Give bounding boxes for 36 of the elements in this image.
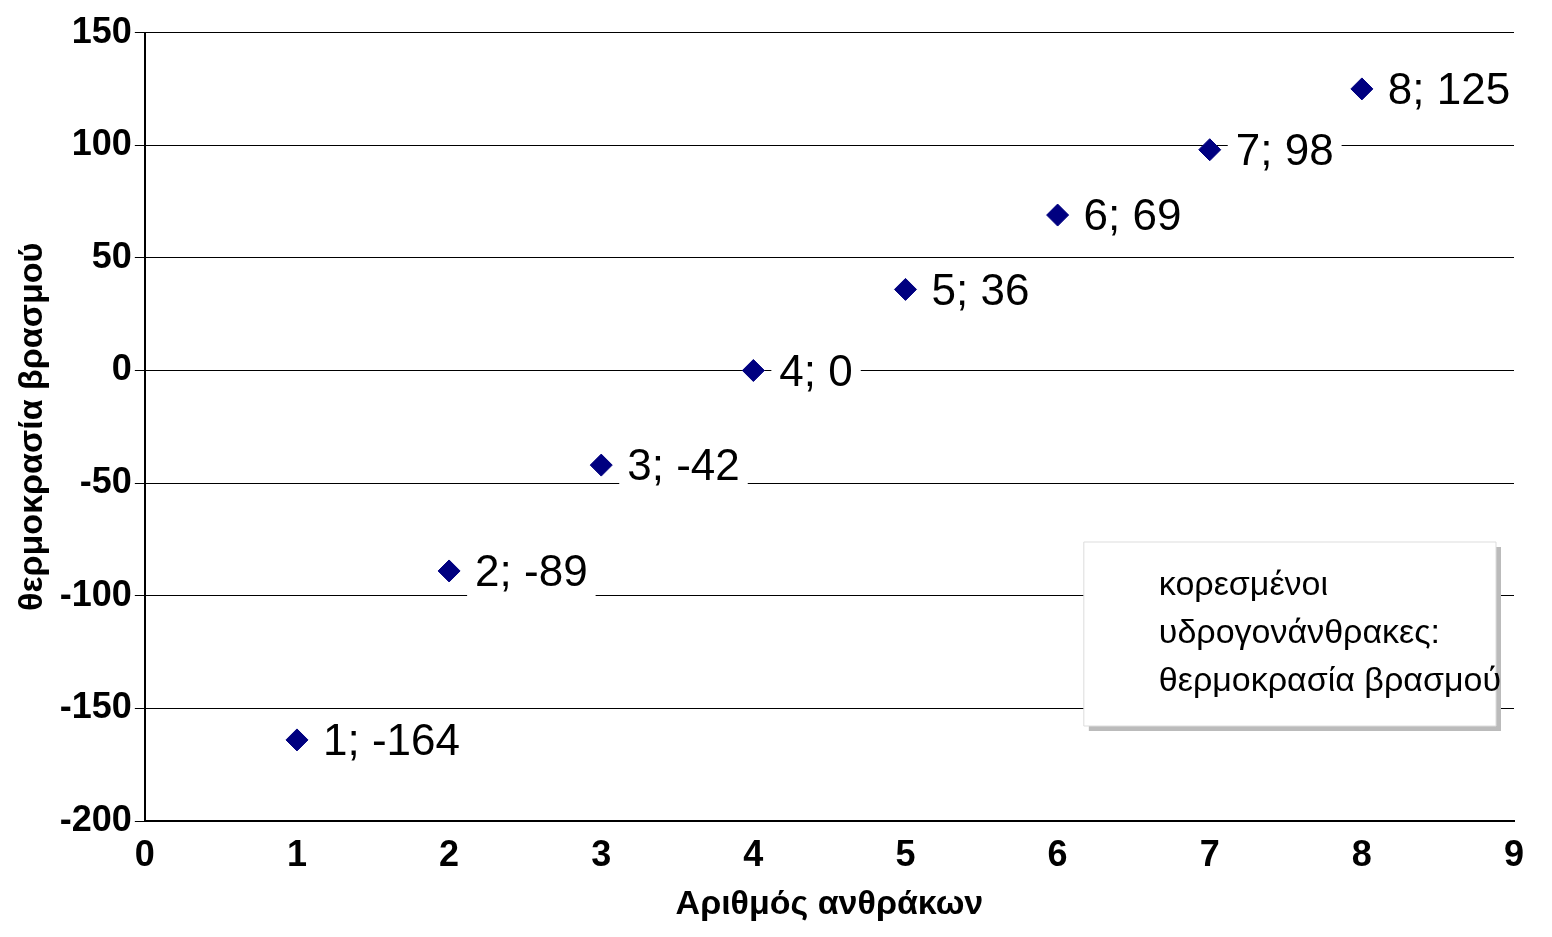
x-axis-title: Αριθμός ανθράκων [675, 882, 984, 921]
x-tick-label: 9 [1503, 832, 1525, 874]
y-tick-label: 50 [91, 234, 132, 276]
x-tick-label: 5 [895, 832, 916, 874]
data-label: 8; 125 [1387, 64, 1511, 114]
data-label: 7; 98 [1235, 124, 1334, 174]
point [741, 358, 765, 382]
data-label: 5; 36 [931, 264, 1030, 314]
x-tick-label: 6 [1047, 832, 1068, 874]
x-tick-label: 4 [743, 832, 764, 874]
point [589, 453, 613, 477]
x-tick-label: 1 [286, 832, 307, 874]
y-tick-label: -50 [79, 460, 132, 502]
y-tick-label: -200 [59, 797, 132, 839]
y-tick-label: 150 [71, 9, 132, 51]
y-tick-label: -150 [59, 685, 132, 727]
point [1350, 77, 1374, 101]
y-tick-label: -100 [59, 572, 132, 614]
point [893, 277, 917, 301]
data-label: 4; 0 [779, 345, 853, 395]
point [1198, 138, 1222, 162]
x-tick-label: 8 [1351, 832, 1372, 874]
x-tick-label: 2 [439, 832, 460, 874]
data-label: 6; 69 [1083, 190, 1182, 240]
annotation: κορεσμένοι υδρογονάνθρακες: θερμοκρασία βρασμού [1158, 564, 1502, 699]
y-axis-title: θερμοκρασία βρασμού [10, 242, 49, 611]
data-label: 2; -89 [475, 546, 588, 596]
point [285, 728, 309, 752]
x-tick-label: 3 [591, 832, 612, 874]
data-label: 3; -42 [627, 440, 740, 490]
point [437, 559, 461, 583]
y-tick-label: 0 [111, 347, 132, 389]
x-tick-label: 7 [1199, 832, 1220, 874]
data-label: 1; -164 [322, 715, 460, 765]
y-tick-label: 100 [71, 122, 132, 164]
point [1046, 203, 1070, 227]
